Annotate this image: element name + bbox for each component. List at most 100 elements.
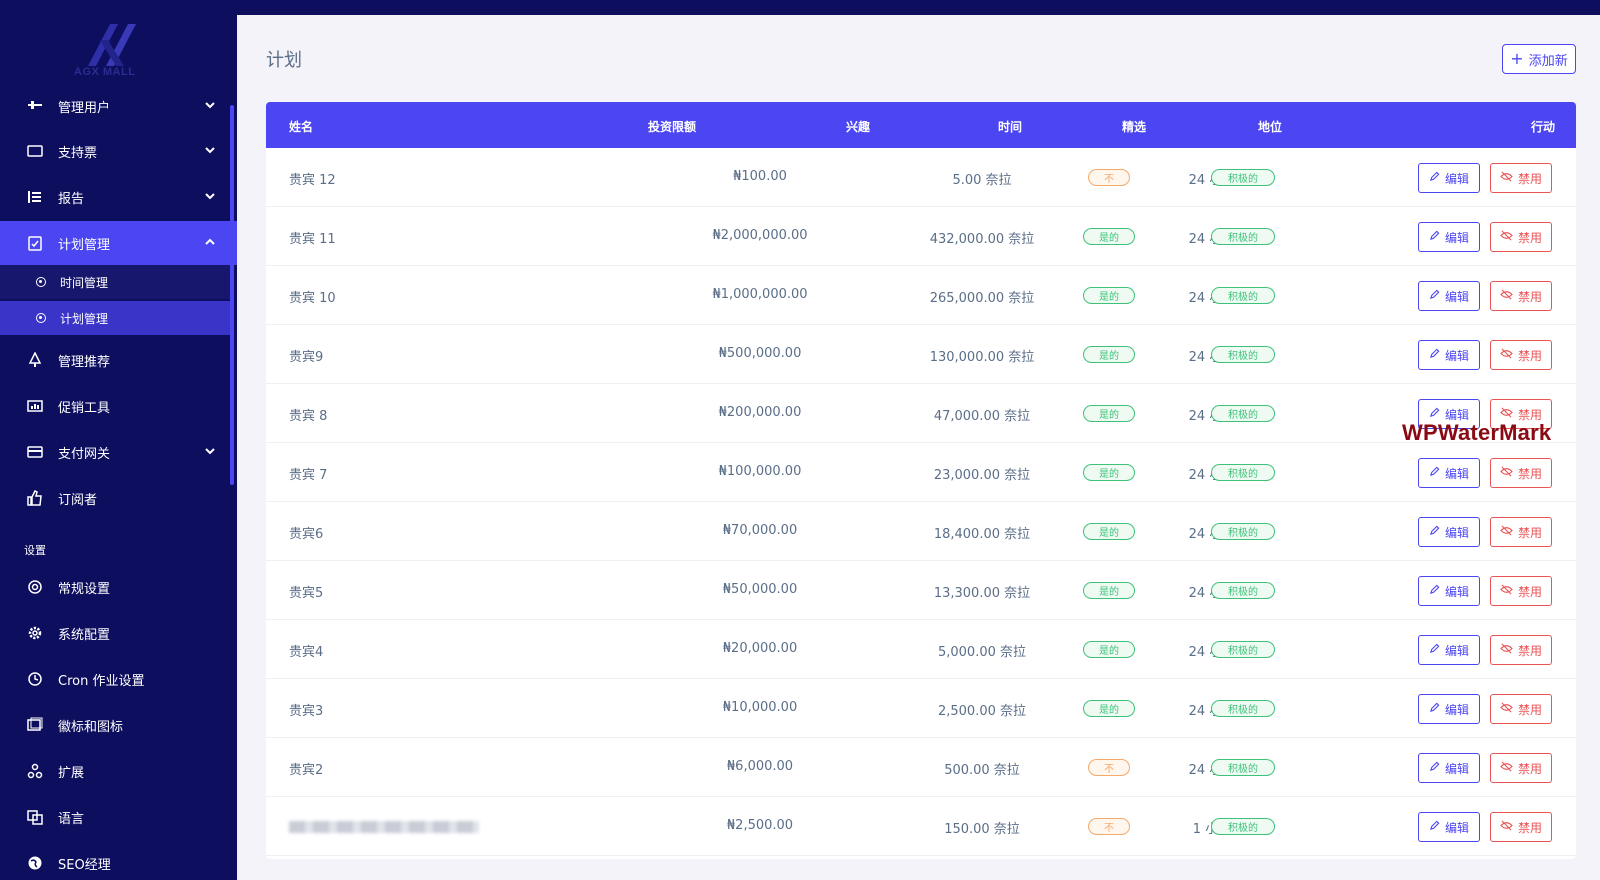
- eye-slash-icon: [1500, 761, 1513, 775]
- sidebar-subitem-time-management[interactable]: 时间管理: [0, 265, 230, 299]
- disable-label: 禁用: [1517, 289, 1542, 304]
- plan-interest: 130,000.00 奈拉: [929, 350, 1035, 365]
- sidebar-item-manage-users[interactable]: 管理用户: [0, 84, 237, 128]
- edit-button[interactable]: 编辑: [1418, 163, 1480, 193]
- sidebar-item-label: SEO经理: [58, 857, 111, 873]
- disable-button[interactable]: 禁用: [1490, 694, 1552, 724]
- status-badge: 积极的: [1211, 405, 1275, 422]
- add-new-label: 添加新: [1528, 53, 1568, 69]
- disable-button[interactable]: 禁用: [1490, 399, 1552, 429]
- edit-label: 编辑: [1444, 643, 1469, 658]
- pencil-icon: [1429, 820, 1440, 834]
- eye-slash-icon: [1500, 702, 1513, 716]
- disable-button[interactable]: 禁用: [1490, 753, 1552, 783]
- plan-name: 贵宾6: [289, 527, 324, 542]
- sidebar-item-label: Cron 作业设置: [58, 673, 145, 689]
- sidebar-item-cron-settings[interactable]: Cron 作业设置: [0, 657, 237, 701]
- eye-slash-icon: [1500, 348, 1513, 362]
- featured-badge: 不: [1088, 818, 1130, 835]
- plan-interest: 265,000.00 奈拉: [929, 291, 1035, 306]
- edit-label: 编辑: [1444, 289, 1469, 304]
- sidebar-scrollbar[interactable]: [230, 105, 234, 485]
- ticket-icon: [26, 142, 44, 160]
- disable-button[interactable]: 禁用: [1490, 812, 1552, 842]
- featured-badge: 是的: [1083, 700, 1135, 717]
- sidebar-item-general-settings[interactable]: 常规设置: [0, 565, 237, 609]
- status-badge: 积极的: [1211, 641, 1275, 658]
- sidebar-subitem-plan-management[interactable]: 计划管理: [0, 301, 230, 335]
- plan-limit: ₦2,500.00: [726, 818, 794, 833]
- language-icon: [26, 808, 44, 826]
- disable-button[interactable]: 禁用: [1490, 222, 1552, 252]
- disable-button[interactable]: 禁用: [1490, 576, 1552, 606]
- add-new-button[interactable]: + 添加新: [1502, 44, 1576, 74]
- column-header-interest: 兴趣: [846, 120, 871, 134]
- pencil-icon: [1429, 230, 1440, 244]
- edit-button[interactable]: 编辑: [1418, 635, 1480, 665]
- pencil-icon: [1429, 289, 1440, 303]
- chevron-down-icon: [205, 448, 215, 455]
- brand-logo[interactable]: AGX MALL: [70, 18, 150, 84]
- sidebar-item-label: 管理用户: [58, 100, 111, 116]
- sidebar-item-plan-management[interactable]: 计划管理: [0, 221, 237, 265]
- eye-slash-icon: [1500, 820, 1513, 834]
- edit-button[interactable]: 编辑: [1418, 517, 1480, 547]
- plan-interest: 5,000.00 奈拉: [937, 645, 1027, 660]
- pencil-icon: [1429, 466, 1440, 480]
- sidebar-item-promo-tools[interactable]: 促销工具: [0, 384, 237, 428]
- edit-label: 编辑: [1444, 348, 1469, 363]
- disable-button[interactable]: 禁用: [1490, 163, 1552, 193]
- eye-slash-icon: [1500, 289, 1513, 303]
- sidebar-item-subscribers[interactable]: 订阅者: [0, 476, 237, 520]
- disable-button[interactable]: 禁用: [1490, 517, 1552, 547]
- disable-button[interactable]: 禁用: [1490, 340, 1552, 370]
- sidebar-item-logo-icons[interactable]: 徽标和图标: [0, 703, 237, 747]
- sidebar-item-extensions[interactable]: 扩展: [0, 749, 237, 793]
- disable-label: 禁用: [1517, 820, 1542, 835]
- disable-button[interactable]: 禁用: [1490, 281, 1552, 311]
- sidebar-item-reports[interactable]: 报告: [0, 175, 237, 219]
- edit-button[interactable]: 编辑: [1418, 812, 1480, 842]
- eye-slash-icon: [1500, 584, 1513, 598]
- sidebar-item-manage-referrals[interactable]: 管理推荐: [0, 338, 237, 382]
- status-badge: 积极的: [1211, 169, 1275, 186]
- disable-label: 禁用: [1517, 702, 1542, 717]
- column-header-limit: 投资限额: [648, 120, 697, 134]
- sidebar-item-label: 促销工具: [58, 400, 111, 416]
- sidebar-item-payment-gateway[interactable]: 支付网关: [0, 430, 237, 474]
- sidebar-item-label: 报告: [58, 191, 85, 207]
- disable-label: 禁用: [1517, 348, 1542, 363]
- edit-button[interactable]: 编辑: [1418, 753, 1480, 783]
- pencil-icon: [1429, 171, 1440, 185]
- plan-interest: 13,300.00 奈拉: [933, 586, 1031, 601]
- edit-button[interactable]: 编辑: [1418, 222, 1480, 252]
- plan-name: 贵宾 12: [289, 173, 336, 188]
- sidebar-item-system-config[interactable]: 系统配置: [0, 611, 237, 655]
- edit-button[interactable]: 编辑: [1418, 340, 1480, 370]
- edit-button[interactable]: 编辑: [1418, 694, 1480, 724]
- pencil-icon: [1429, 407, 1440, 421]
- sidebar-item-label: 系统配置: [58, 627, 111, 643]
- sidebar-item-language[interactable]: 语言: [0, 795, 237, 839]
- featured-badge: 不: [1088, 759, 1130, 776]
- disable-button[interactable]: 禁用: [1490, 635, 1552, 665]
- featured-badge: 是的: [1083, 287, 1135, 304]
- sidebar-item-label: 语言: [58, 811, 85, 827]
- eye-slash-icon: [1500, 230, 1513, 244]
- sidebar-item-seo-manager[interactable]: SEO经理: [0, 841, 237, 880]
- edit-button[interactable]: 编辑: [1418, 281, 1480, 311]
- card-icon: [26, 443, 44, 461]
- sidebar-item-support-tickets[interactable]: 支持票: [0, 129, 237, 173]
- edit-button[interactable]: 编辑: [1418, 399, 1480, 429]
- edit-button[interactable]: 编辑: [1418, 576, 1480, 606]
- edit-button[interactable]: 编辑: [1418, 458, 1480, 488]
- top-navbar: [237, 0, 1600, 15]
- edit-label: 编辑: [1444, 820, 1469, 835]
- sidebar-item-label: 常规设置: [58, 581, 111, 597]
- eye-slash-icon: [1500, 407, 1513, 421]
- disable-button[interactable]: 禁用: [1490, 458, 1552, 488]
